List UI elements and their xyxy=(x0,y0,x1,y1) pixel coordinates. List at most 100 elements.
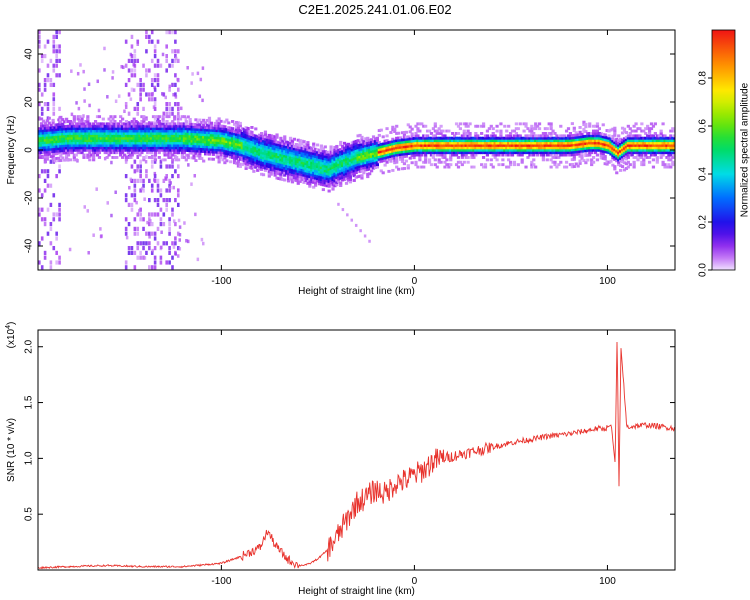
band-cell xyxy=(387,153,391,157)
band-cell xyxy=(240,132,244,135)
band-cell xyxy=(559,141,563,145)
band-cell xyxy=(242,135,246,139)
band-cell xyxy=(302,164,306,168)
band-cell xyxy=(157,122,161,126)
band-cell xyxy=(568,151,573,155)
band-cell xyxy=(317,163,322,167)
band-cell xyxy=(47,152,51,156)
band-cell xyxy=(319,158,324,162)
band-cell xyxy=(381,144,385,148)
band-cell xyxy=(435,165,439,169)
band-cell xyxy=(536,124,540,128)
band-cell xyxy=(385,141,389,145)
band-cell xyxy=(371,156,376,160)
band-cell xyxy=(337,165,341,169)
band-cell xyxy=(47,131,51,135)
band-cell xyxy=(300,175,304,179)
band-cell xyxy=(619,147,623,151)
band-cell xyxy=(240,163,244,167)
band-cell xyxy=(350,160,354,164)
band-cell xyxy=(507,158,511,162)
noise-cell xyxy=(196,257,200,262)
band-cell xyxy=(217,136,221,140)
band-cell xyxy=(497,151,501,155)
band-cell xyxy=(387,157,391,161)
band-cell xyxy=(433,163,437,167)
band-cell xyxy=(327,165,331,169)
band-cell xyxy=(497,139,501,143)
band-cell xyxy=(130,127,134,131)
band-cell xyxy=(144,129,148,133)
band-cell xyxy=(269,172,273,176)
band-cell xyxy=(265,140,269,144)
band-cell xyxy=(180,148,185,152)
band-cell xyxy=(472,136,476,140)
band-cell xyxy=(43,148,47,152)
band-cell xyxy=(265,155,269,158)
band-cell xyxy=(665,151,669,155)
band-cell xyxy=(358,133,362,137)
band-cell xyxy=(391,152,395,156)
band-cell xyxy=(225,128,229,132)
band-cell xyxy=(161,124,165,128)
band-cell xyxy=(454,122,459,126)
band-cell xyxy=(263,147,268,151)
band-cell xyxy=(148,148,152,152)
band-cell xyxy=(456,144,461,147)
band-cell xyxy=(63,151,67,155)
band-cell xyxy=(312,166,316,170)
band-cell xyxy=(474,124,478,128)
band-cell xyxy=(232,158,237,162)
band-cell xyxy=(470,136,474,140)
band-cell xyxy=(507,141,511,145)
band-cell xyxy=(572,133,576,137)
band-cell xyxy=(128,127,132,131)
band-cell xyxy=(259,148,264,152)
band-cell xyxy=(595,146,600,150)
noise-cell xyxy=(159,217,163,222)
band-cell xyxy=(136,124,140,128)
band-cell xyxy=(45,148,49,152)
band-cell xyxy=(66,129,71,133)
band-cell xyxy=(161,129,165,133)
band-cell xyxy=(370,155,374,158)
band-cell xyxy=(389,131,393,134)
band-cell xyxy=(339,140,343,144)
band-cell xyxy=(615,140,619,144)
band-cell xyxy=(341,176,345,180)
noise-cell xyxy=(165,111,168,116)
band-cell xyxy=(275,171,279,175)
band-cell xyxy=(391,137,395,141)
band-cell xyxy=(524,139,528,143)
band-cell xyxy=(389,140,393,144)
band-cell xyxy=(628,163,632,167)
noise-cell xyxy=(58,44,61,49)
noise-cell xyxy=(150,250,154,255)
band-cell xyxy=(86,117,90,121)
noise-cell xyxy=(139,178,142,183)
band-cell xyxy=(269,153,273,157)
band-cell xyxy=(242,137,246,141)
band-cell xyxy=(273,140,277,144)
band-cell xyxy=(503,124,507,128)
band-cell xyxy=(101,129,105,133)
band-cell xyxy=(45,143,49,147)
band-cell xyxy=(437,141,441,145)
band-cell xyxy=(400,140,405,144)
band-cell xyxy=(611,134,615,138)
band-cell xyxy=(186,149,190,152)
band-cell xyxy=(597,127,601,131)
band-cell xyxy=(344,143,349,147)
band-cell xyxy=(115,139,119,143)
band-cell xyxy=(271,149,275,153)
band-cell xyxy=(312,154,316,158)
band-cell xyxy=(619,168,623,172)
noise-cell xyxy=(176,174,180,179)
noise-cell xyxy=(139,164,142,169)
band-cell xyxy=(190,134,194,138)
noise-cell xyxy=(152,105,156,109)
band-cell xyxy=(261,158,266,162)
band-cell xyxy=(673,129,675,133)
band-cell xyxy=(574,148,578,151)
band-cell xyxy=(130,136,134,140)
